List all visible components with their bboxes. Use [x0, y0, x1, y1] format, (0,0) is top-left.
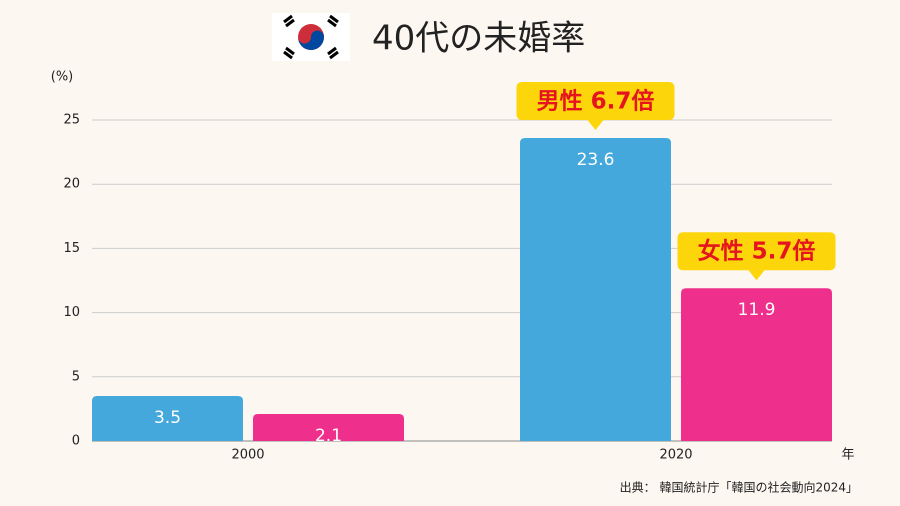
y-tick-label: 10 — [63, 305, 80, 320]
annotation: 男性 6.7倍 — [537, 87, 655, 114]
y-tick-label: 20 — [63, 177, 80, 192]
value-label: 3.5 — [154, 408, 181, 428]
chart-title: 40代の未婚率 — [372, 19, 585, 59]
bar — [92, 396, 243, 441]
y-tick-label: 15 — [63, 241, 80, 256]
x-tick-label: 2020 — [659, 448, 692, 463]
annotation-box — [516, 81, 675, 130]
annotation: 女性 5.7倍 — [698, 238, 816, 265]
source: 出典： 韓国統計庁「韓国の社会動向2024」 — [620, 480, 858, 495]
y-tick-label: 5 — [72, 369, 80, 384]
x-axis-label: 年 — [841, 448, 854, 463]
bar — [253, 414, 404, 441]
value-label: 2.1 — [315, 426, 342, 446]
y-tick-label: 25 — [63, 113, 80, 128]
bar — [681, 288, 832, 441]
flag — [272, 13, 350, 61]
value-label: 11.9 — [738, 300, 776, 320]
x-tick-label: 2000 — [231, 448, 264, 463]
bar — [520, 137, 671, 441]
value-label: 23.6 — [577, 150, 615, 170]
y-axis-label: (%) — [51, 70, 74, 85]
annotation-box — [677, 232, 836, 281]
y-tick-label: 0 — [72, 434, 80, 449]
